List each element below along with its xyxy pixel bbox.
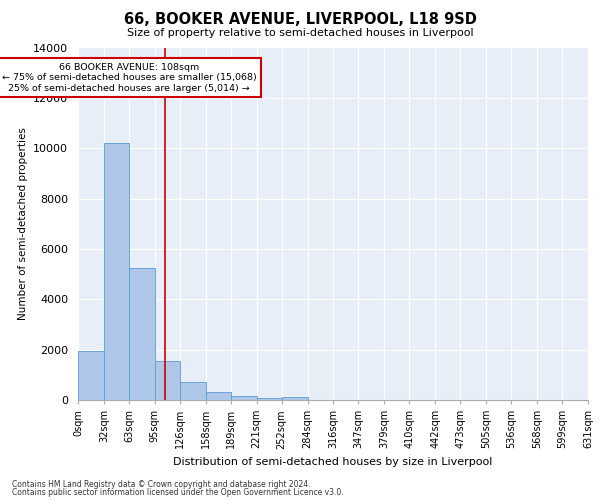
- Bar: [180, 382, 206, 400]
- Bar: [104, 143, 129, 400]
- Text: Size of property relative to semi-detached houses in Liverpool: Size of property relative to semi-detach…: [127, 28, 473, 38]
- Text: Contains HM Land Registry data © Crown copyright and database right 2024.: Contains HM Land Registry data © Crown c…: [12, 480, 311, 489]
- X-axis label: Distribution of semi-detached houses by size in Liverpool: Distribution of semi-detached houses by …: [173, 457, 493, 467]
- Y-axis label: Number of semi-detached properties: Number of semi-detached properties: [17, 128, 28, 320]
- Bar: [78, 351, 104, 400]
- Bar: [257, 398, 281, 400]
- Text: 66 BOOKER AVENUE: 108sqm
← 75% of semi-detached houses are smaller (15,068)
25% : 66 BOOKER AVENUE: 108sqm ← 75% of semi-d…: [2, 63, 256, 92]
- Text: Contains public sector information licensed under the Open Government Licence v3: Contains public sector information licen…: [12, 488, 344, 497]
- Bar: [231, 396, 257, 400]
- Bar: [281, 396, 308, 400]
- Text: 66, BOOKER AVENUE, LIVERPOOL, L18 9SD: 66, BOOKER AVENUE, LIVERPOOL, L18 9SD: [124, 12, 476, 28]
- Bar: [129, 268, 155, 400]
- Bar: [155, 361, 180, 400]
- Bar: [206, 392, 231, 400]
